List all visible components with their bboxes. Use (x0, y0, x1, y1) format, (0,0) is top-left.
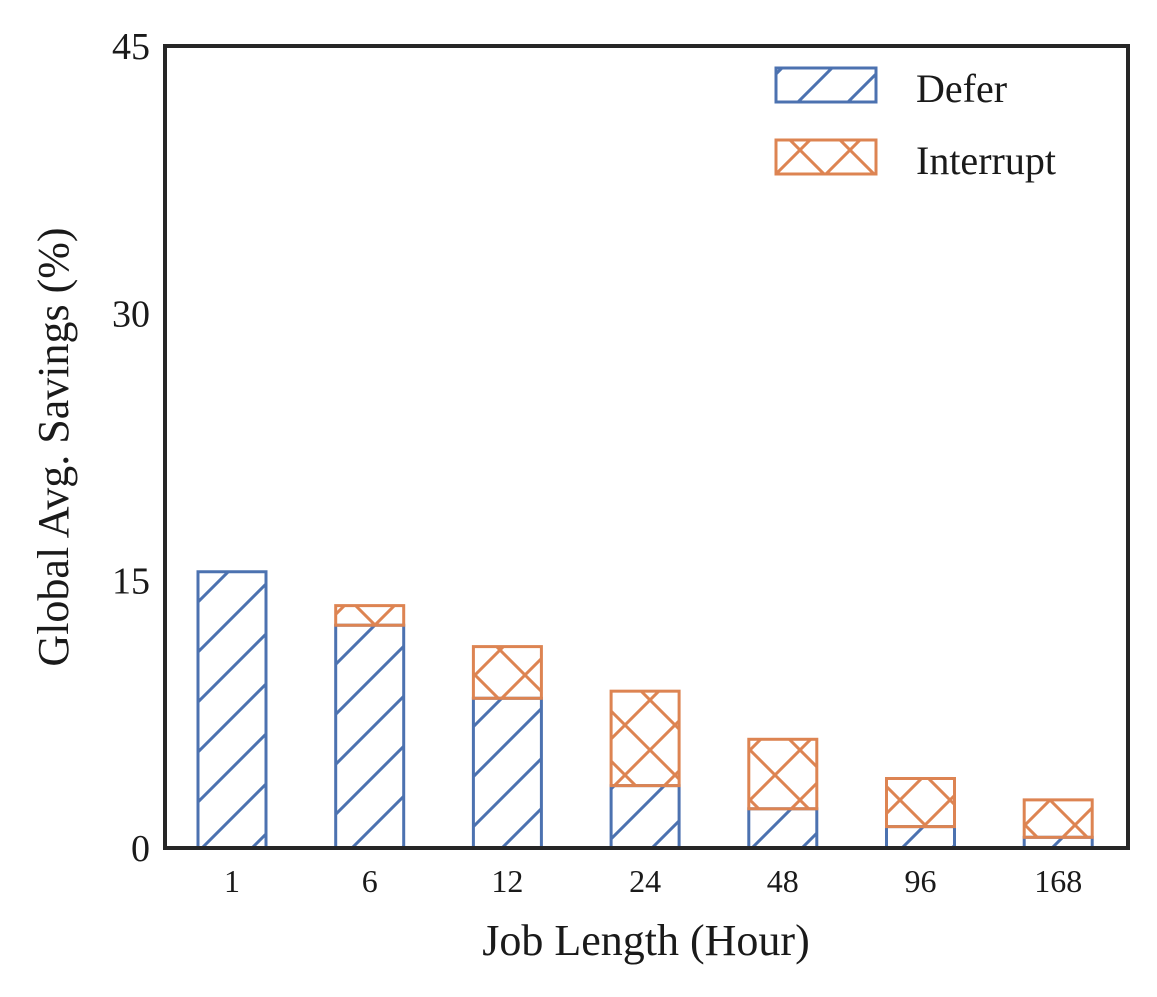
bar-defer-48 (747, 807, 819, 850)
y-axis-label: Global Avg. Savings (%) (29, 227, 78, 666)
bar-interrupt-96 (885, 776, 956, 829)
bar-defer-96 (885, 825, 956, 850)
bar-interrupt-24 (609, 689, 681, 788)
legend-interrupt-swatch (774, 138, 878, 176)
x-tick-label: 48 (767, 863, 799, 899)
y-tick-label: 30 (112, 293, 150, 335)
x-tick-label: 12 (491, 863, 523, 899)
x-axis-label: Job Length (Hour) (482, 916, 810, 965)
x-tick-label: 1 (224, 863, 240, 899)
bar-defer-6 (334, 623, 406, 850)
x-tick-label: 24 (629, 863, 661, 899)
y-tick-label: 15 (112, 561, 150, 603)
legend-interrupt-label: Interrupt (916, 138, 1056, 183)
bar-defer-1 (196, 570, 268, 850)
bar-interrupt-12 (471, 645, 543, 700)
y-tick-label: 45 (112, 26, 150, 68)
bar-defer-24 (609, 784, 681, 850)
plot-frame (163, 44, 1130, 850)
y-tick-label: 0 (131, 828, 150, 870)
legend-defer-label: Defer (916, 66, 1007, 111)
x-tick-label: 168 (1034, 863, 1082, 899)
legend-defer-swatch (774, 66, 878, 104)
legend: Defer Interrupt (774, 66, 1056, 183)
bar-interrupt-168 (1022, 798, 1094, 839)
bar-interrupt-48 (747, 737, 819, 811)
y-tick-labels: 0 15 30 45 (112, 26, 150, 870)
bar-defer-12 (471, 696, 543, 850)
bars-layer (196, 570, 1094, 850)
bar-interrupt-6 (334, 604, 406, 627)
x-tick-label: 96 (905, 863, 937, 899)
x-tick-label: 6 (362, 863, 378, 899)
x-tick-labels: 1 6 12 24 48 96 168 (224, 863, 1082, 899)
